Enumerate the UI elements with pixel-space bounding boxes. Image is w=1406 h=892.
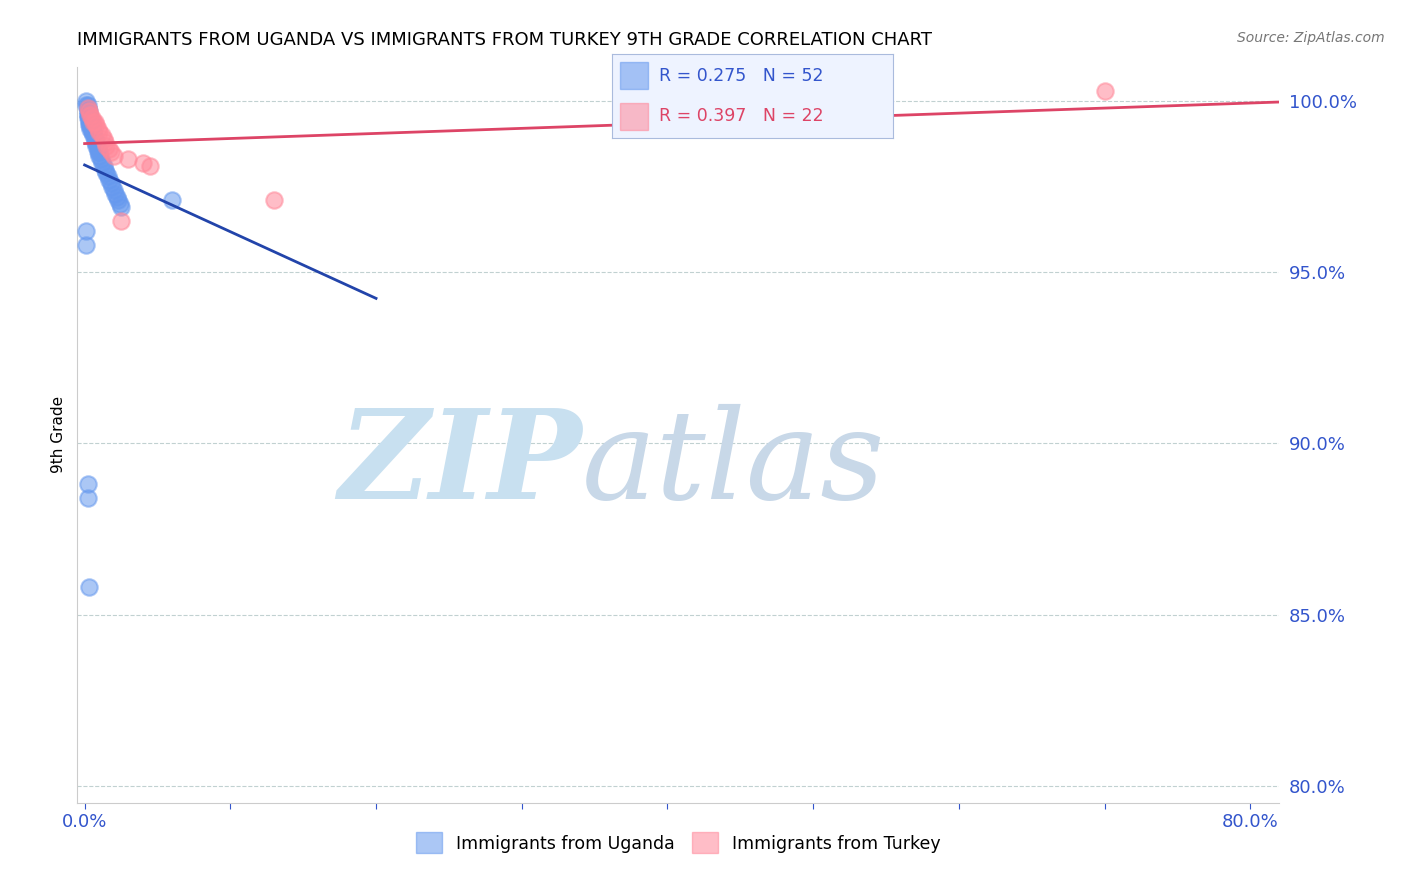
Point (110, 214, 132, 228)
Point (83, 135, 105, 149)
Point (76, 108, 98, 122)
Point (105, 190, 128, 204)
Point (1094, 84, 1116, 98)
Point (94, 162, 117, 177)
Text: atlas: atlas (582, 403, 886, 525)
Point (139, 159, 162, 173)
Point (83, 114, 105, 128)
Point (87, 121, 110, 136)
Point (79, 121, 101, 136)
Point (77, 114, 100, 128)
Point (76, 104, 98, 119)
Point (96, 166, 118, 180)
Point (89, 145, 111, 160)
Point (79, 118, 101, 132)
Point (84, 135, 107, 149)
Bar (620, 62, 648, 89)
Point (82, 114, 104, 128)
Point (91, 155, 114, 169)
Point (76, 477, 98, 491)
Point (94, 135, 117, 149)
Point (104, 186, 127, 201)
Point (84, 118, 107, 132)
Point (80, 112, 103, 126)
Point (91, 128, 114, 143)
Point (76, 112, 98, 126)
Point (77, 104, 100, 119)
Point (79, 112, 101, 126)
Point (77, 118, 100, 132)
Bar (620, 103, 648, 130)
Point (80, 118, 103, 132)
Text: IMMIGRANTS FROM UGANDA VS IMMIGRANTS FROM TURKEY 9TH GRADE CORRELATION CHART: IMMIGRANTS FROM UGANDA VS IMMIGRANTS FRO… (77, 31, 932, 49)
Y-axis label: 9th Grade: 9th Grade (51, 396, 66, 474)
Point (89, 149, 111, 163)
Point (110, 200, 132, 214)
Legend: Immigrants from Uganda, Immigrants from Turkey: Immigrants from Uganda, Immigrants from … (409, 825, 948, 861)
Point (98, 173, 121, 187)
Point (90, 153, 112, 167)
Point (82, 128, 104, 143)
Point (100, 176, 122, 190)
Point (87, 145, 110, 160)
Text: R = 0.275   N = 52: R = 0.275 N = 52 (659, 67, 824, 85)
Point (76, 101, 98, 115)
Point (263, 194, 285, 208)
Point (160, 194, 183, 208)
Point (77, 108, 100, 122)
Point (76, 104, 98, 119)
Point (79, 108, 101, 122)
Point (89, 125, 111, 139)
Point (103, 149, 125, 163)
Text: ZIP: ZIP (339, 403, 582, 525)
Point (97, 169, 120, 184)
Point (93, 132, 115, 146)
Point (93, 159, 115, 173)
Text: R = 0.397   N = 22: R = 0.397 N = 22 (659, 107, 824, 125)
Point (75, 224, 97, 238)
Point (77, 580, 100, 594)
Point (84, 138, 107, 153)
Point (80, 125, 103, 139)
Point (76, 491, 98, 505)
Point (132, 155, 155, 169)
Point (117, 153, 139, 167)
Point (108, 196, 131, 211)
Point (83, 132, 105, 146)
Point (96, 138, 118, 153)
Point (76, 101, 98, 115)
Point (75, 97, 97, 112)
Point (75, 238, 97, 252)
Point (75, 94, 97, 108)
Point (101, 179, 124, 194)
Point (79, 114, 101, 128)
Point (100, 145, 122, 160)
Point (103, 183, 125, 197)
Point (76, 108, 98, 122)
Point (107, 194, 129, 208)
Text: Source: ZipAtlas.com: Source: ZipAtlas.com (1237, 31, 1385, 45)
Point (98, 142, 121, 156)
Point (82, 125, 104, 139)
Point (77, 104, 100, 119)
Point (76, 97, 98, 112)
Point (77, 112, 100, 126)
Point (80, 121, 103, 136)
Point (87, 142, 110, 156)
